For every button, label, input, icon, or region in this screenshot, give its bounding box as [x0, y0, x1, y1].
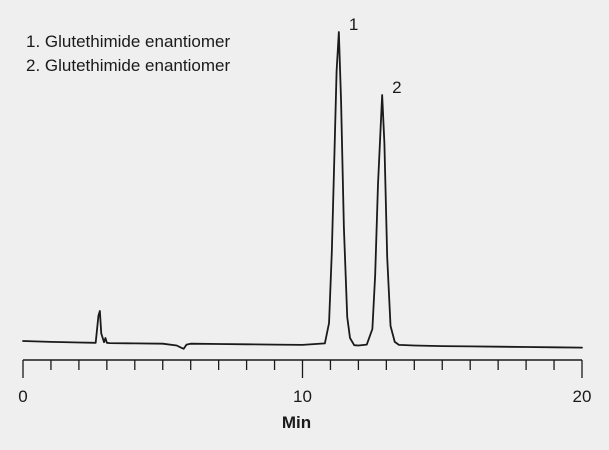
x-axis: 0 10 20: [18, 359, 592, 406]
peak-labels: 12: [349, 15, 402, 97]
x-axis-label: Min: [281, 413, 312, 432]
x-tick-label: 0: [18, 387, 27, 406]
legend-item-1: 1. Glutethimide enantiomer: [26, 32, 231, 51]
x-tick-label: 20: [573, 387, 592, 406]
x-axis-label-container: Min: [0, 413, 609, 433]
legend-item-2: 2. Glutethimide enantiomer: [26, 56, 231, 75]
peak-label-1: 1: [349, 15, 358, 34]
peak-label-2: 2: [392, 78, 401, 97]
x-tick-label: 10: [293, 387, 312, 406]
legend: 1. Glutethimide enantiomer 2. Glutethimi…: [26, 30, 230, 78]
chromatogram-trace: [22, 31, 583, 350]
